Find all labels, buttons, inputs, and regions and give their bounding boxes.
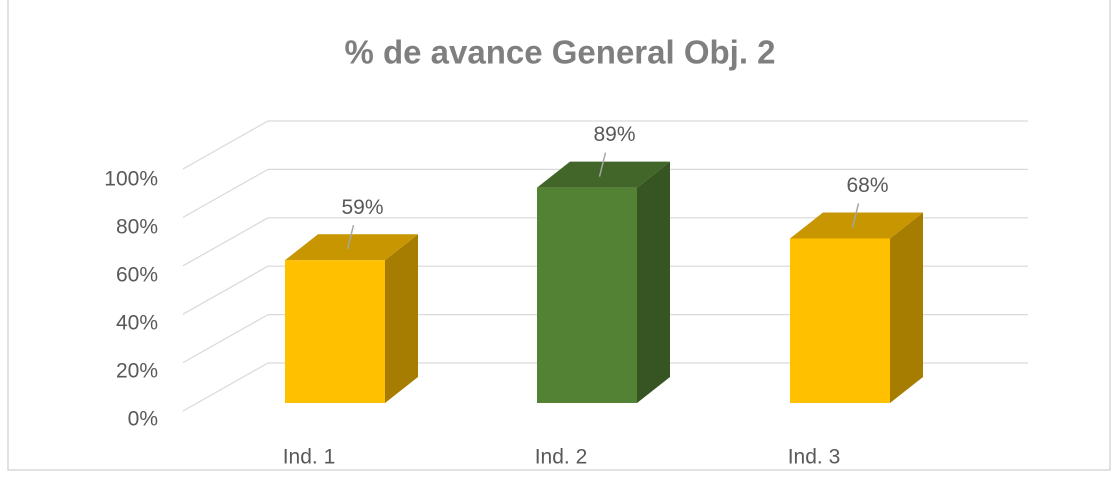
data-label: 59% bbox=[341, 196, 383, 219]
y-tick-label: 80% bbox=[116, 216, 158, 239]
y-tick-label: 0% bbox=[128, 408, 158, 431]
grid-line bbox=[182, 168, 269, 218]
bar-side bbox=[385, 234, 418, 403]
chart-frame bbox=[7, 0, 1111, 471]
y-tick-label: 40% bbox=[116, 312, 158, 335]
bar-top bbox=[537, 161, 670, 188]
bar-side bbox=[890, 212, 923, 403]
grid-line bbox=[182, 120, 269, 170]
y-tick-label: 100% bbox=[104, 168, 158, 191]
grid-line bbox=[182, 362, 269, 412]
y-tick-label: 20% bbox=[116, 360, 158, 383]
data-label: 89% bbox=[593, 123, 635, 146]
bar bbox=[285, 260, 385, 403]
bar bbox=[790, 238, 890, 403]
bar bbox=[537, 187, 637, 403]
leader-line bbox=[851, 203, 860, 228]
grid-line bbox=[182, 265, 269, 315]
leader-line bbox=[598, 152, 607, 177]
grid-line bbox=[182, 314, 269, 364]
x-tick-label: Ind. 3 bbox=[788, 446, 841, 469]
bar-side bbox=[637, 161, 670, 403]
chart-title: % de avance General Obj. 2 bbox=[344, 34, 775, 71]
bar-top bbox=[790, 212, 923, 239]
x-tick-label: Ind. 1 bbox=[283, 446, 336, 469]
grid-line bbox=[182, 217, 269, 267]
leader-line bbox=[346, 225, 355, 250]
data-label: 68% bbox=[846, 174, 888, 197]
y-tick-label: 60% bbox=[116, 264, 158, 287]
bar-top bbox=[285, 234, 418, 261]
x-tick-label: Ind. 2 bbox=[535, 446, 588, 469]
